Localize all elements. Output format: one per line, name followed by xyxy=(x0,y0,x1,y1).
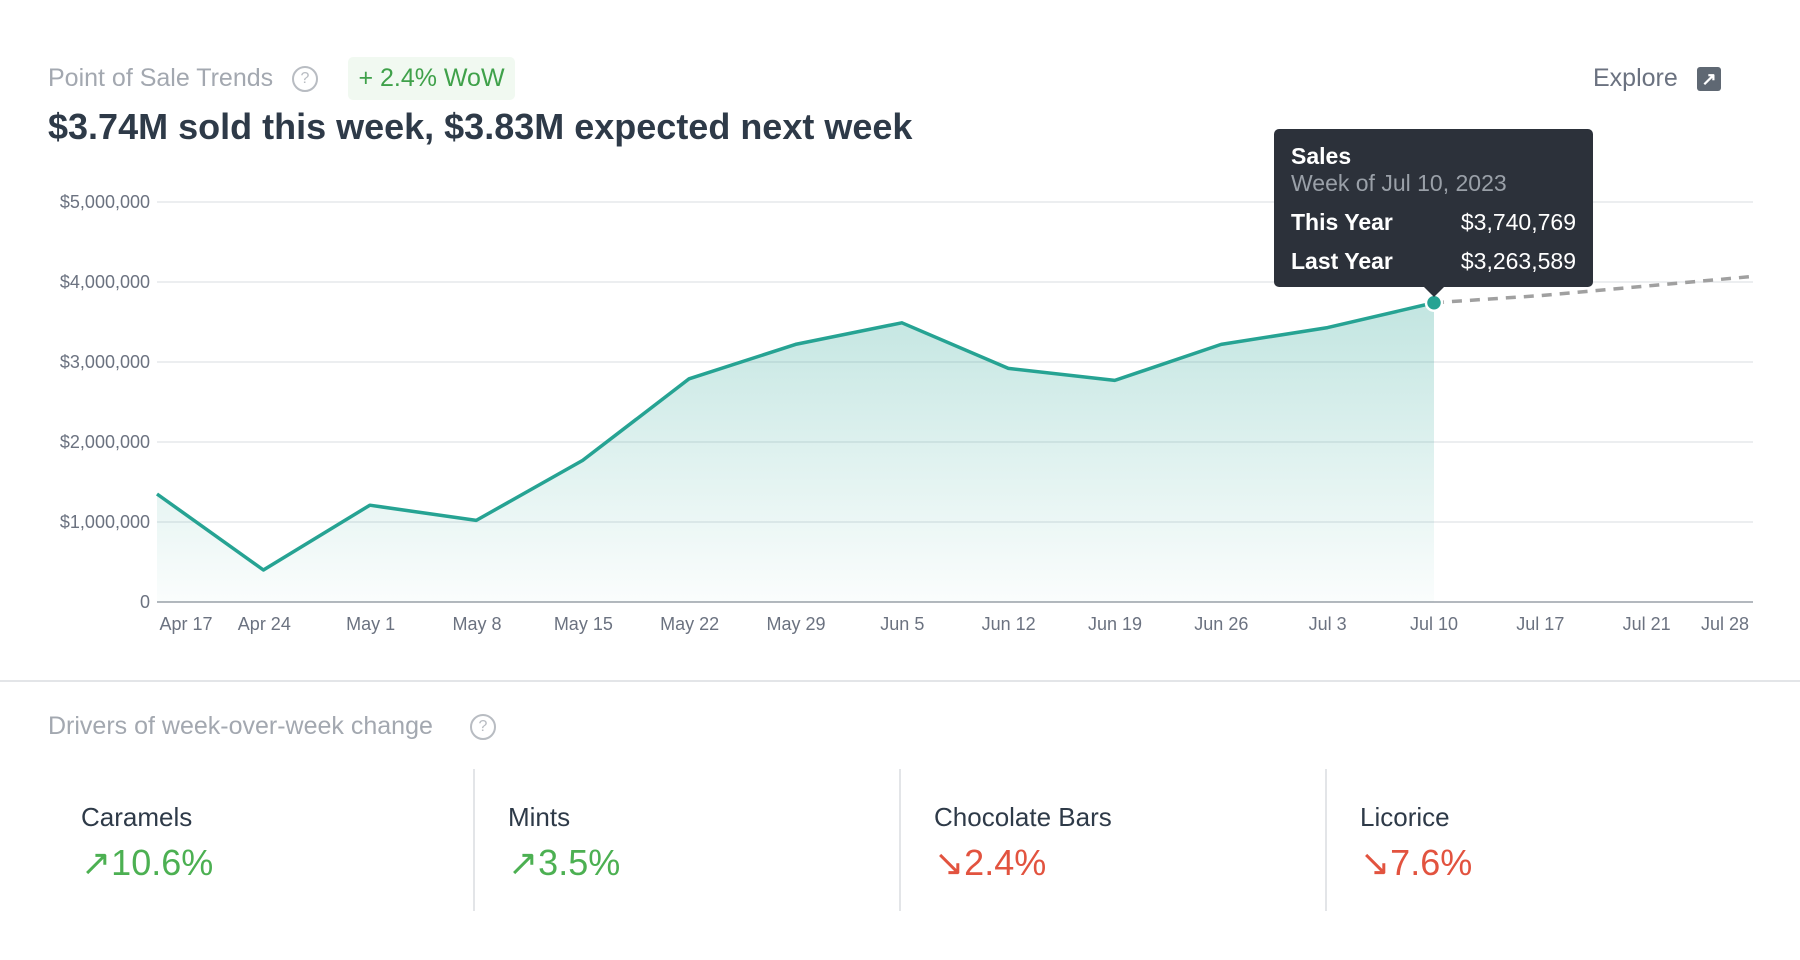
section-divider xyxy=(0,680,1800,682)
driver-percent: 7.6% xyxy=(1390,842,1473,883)
y-tick-label: $1,000,000 xyxy=(60,512,150,532)
arrow-down-right-icon: ↘ xyxy=(934,842,965,883)
tooltip-subtitle: Week of Jul 10, 2023 xyxy=(1291,170,1507,196)
x-tick-label: May 1 xyxy=(346,614,395,634)
headline: $3.74M sold this week, $3.83M expected n… xyxy=(48,106,913,147)
driver-value: ↘7.6% xyxy=(1360,842,1472,884)
tooltip-title: Sales xyxy=(1291,143,1352,169)
x-tick-label: Jun 12 xyxy=(982,614,1036,634)
arrow-down-right-icon: ↘ xyxy=(1360,842,1391,883)
driver-percent: 10.6% xyxy=(111,842,214,883)
sales-chart: 0 $1,000,000 $2,000,000 $3,000,000 $4,000,00… xyxy=(60,192,1754,634)
highlight-point xyxy=(1424,293,1444,312)
driver-percent: 3.5% xyxy=(538,842,621,883)
driver-value: ↗3.5% xyxy=(508,842,620,884)
external-link-icon[interactable]: ↗ xyxy=(1697,67,1721,91)
help-icon[interactable]: ? xyxy=(470,714,496,740)
sales-area xyxy=(157,302,1434,602)
x-tick-label: Jul 10 xyxy=(1410,614,1458,634)
tooltip-row-last-year: Last Year $3,263,589 xyxy=(1291,248,1576,275)
x-tick-label: May 8 xyxy=(452,614,501,634)
x-tick-label: Jul 21 xyxy=(1623,614,1671,634)
x-tick-label: Jun 26 xyxy=(1194,614,1248,634)
driver-value: ↘2.4% xyxy=(934,842,1046,884)
y-tick-label: $5,000,000 xyxy=(60,192,150,212)
driver-percent: 2.4% xyxy=(964,842,1047,883)
x-tick-label: Jul 28 xyxy=(1701,614,1749,634)
tooltip-value: $3,740,769 xyxy=(1460,209,1576,235)
driver-label: Licorice xyxy=(1360,802,1450,832)
x-tick-label: Jun 5 xyxy=(880,614,924,634)
tooltip-value: $3,263,589 xyxy=(1460,248,1576,274)
driver-label: Chocolate Bars xyxy=(934,802,1112,832)
help-icon[interactable]: ? xyxy=(292,66,318,92)
x-tick-label: May 22 xyxy=(660,614,719,634)
chart-tooltip: Sales Week of Jul 10, 2023 This Year $3,… xyxy=(1274,129,1593,297)
tooltip-label: This Year xyxy=(1291,209,1393,235)
driver-card-mints[interactable]: Mints ↗3.5% xyxy=(473,769,898,911)
driver-card-chocolate-bars[interactable]: Chocolate Bars ↘2.4% xyxy=(899,769,1324,911)
tooltip-label: Last Year xyxy=(1291,248,1393,274)
x-tick-label: Jul 3 xyxy=(1309,614,1347,634)
y-tick-label: $3,000,000 xyxy=(60,352,150,372)
y-tick-label: $4,000,000 xyxy=(60,272,150,292)
driver-card-caramels[interactable]: Caramels ↗10.6% xyxy=(48,769,473,911)
wow-badge: + 2.4% WoW xyxy=(348,57,515,100)
chart-title: Point of Sale Trends xyxy=(48,64,274,92)
driver-label: Caramels xyxy=(81,802,193,832)
sales-line-this-year xyxy=(155,301,1435,572)
driver-value: ↗10.6% xyxy=(81,842,213,884)
drivers-title: Drivers of week-over-week change xyxy=(48,712,433,740)
x-tick-label: May 29 xyxy=(766,614,825,634)
y-tick-label: $2,000,000 xyxy=(60,432,150,452)
x-tick-label: Jul 17 xyxy=(1516,614,1564,634)
x-tick-label: May 15 xyxy=(554,614,613,634)
arrow-up-right-icon: ↗ xyxy=(508,842,539,883)
x-tick-label: Jun 19 xyxy=(1088,614,1142,634)
x-tick-label: Apr 17 xyxy=(159,614,212,634)
y-tick-label: 0 xyxy=(140,592,150,612)
driver-label: Mints xyxy=(508,802,571,832)
x-tick-label: Apr 24 xyxy=(238,614,291,634)
arrow-up-right-icon: ↗ xyxy=(81,842,112,883)
driver-card-licorice[interactable]: Licorice ↘7.6% xyxy=(1325,769,1750,911)
explore-link[interactable]: Explore xyxy=(1593,64,1678,92)
tooltip-row-this-year: This Year $3,740,769 xyxy=(1291,209,1576,236)
